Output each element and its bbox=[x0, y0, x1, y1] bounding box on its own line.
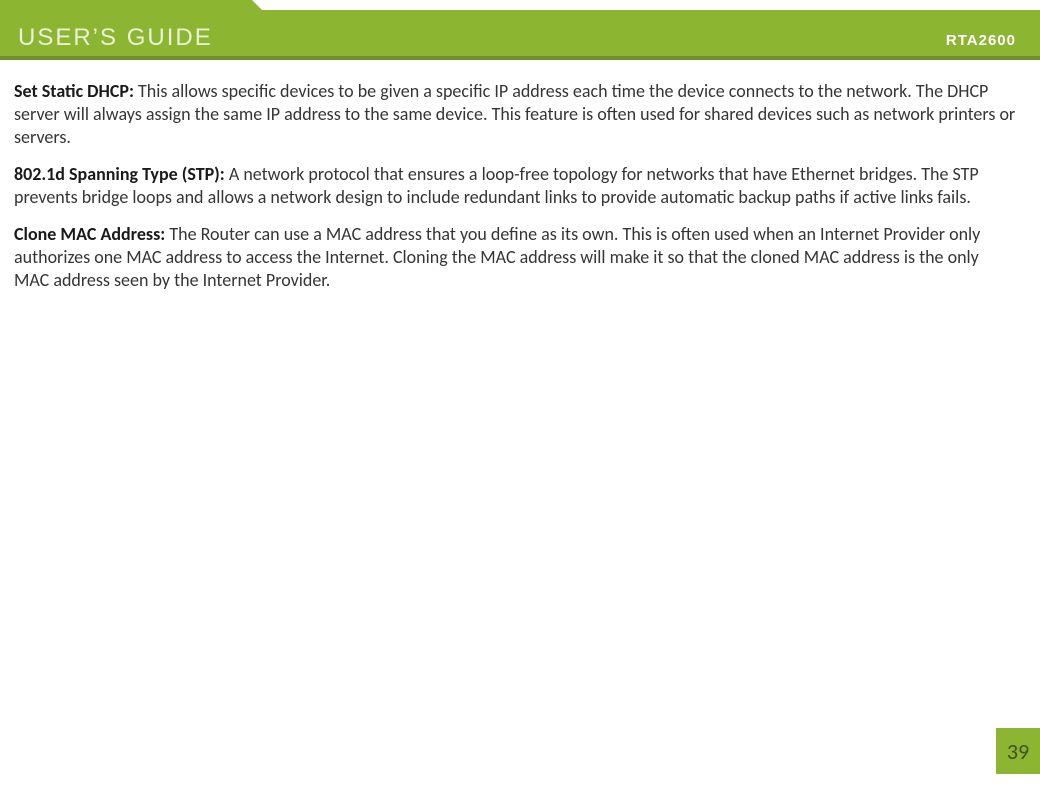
header-bar: USER’S GUIDE RTA2600 bbox=[0, 10, 1040, 60]
term-label: Set Static DHCP: bbox=[14, 80, 134, 102]
paragraph: 802.1d Spanning Type (STP): A network pr… bbox=[14, 163, 1016, 209]
page: USER’S GUIDE RTA2600 Set Static DHCP: Th… bbox=[0, 0, 1040, 792]
paragraph: Set Static DHCP: This allows specific de… bbox=[14, 80, 1016, 149]
header-rule bbox=[0, 56, 1040, 60]
content-area: Set Static DHCP: This allows specific de… bbox=[0, 60, 1040, 292]
header-tab-decoration bbox=[0, 0, 252, 10]
term-text: This allows specific devices to be given… bbox=[14, 80, 1015, 148]
page-number: 39 bbox=[1007, 738, 1029, 765]
header: USER’S GUIDE RTA2600 bbox=[0, 0, 1040, 60]
guide-title: USER’S GUIDE bbox=[18, 24, 213, 52]
model-label: RTA2600 bbox=[946, 32, 1016, 49]
term-label: 802.1d Spanning Type (STP): bbox=[14, 163, 225, 185]
paragraph: Clone MAC Address: The Router can use a … bbox=[14, 223, 1016, 292]
page-number-tab: 39 bbox=[996, 728, 1040, 774]
term-label: Clone MAC Address: bbox=[14, 223, 165, 245]
